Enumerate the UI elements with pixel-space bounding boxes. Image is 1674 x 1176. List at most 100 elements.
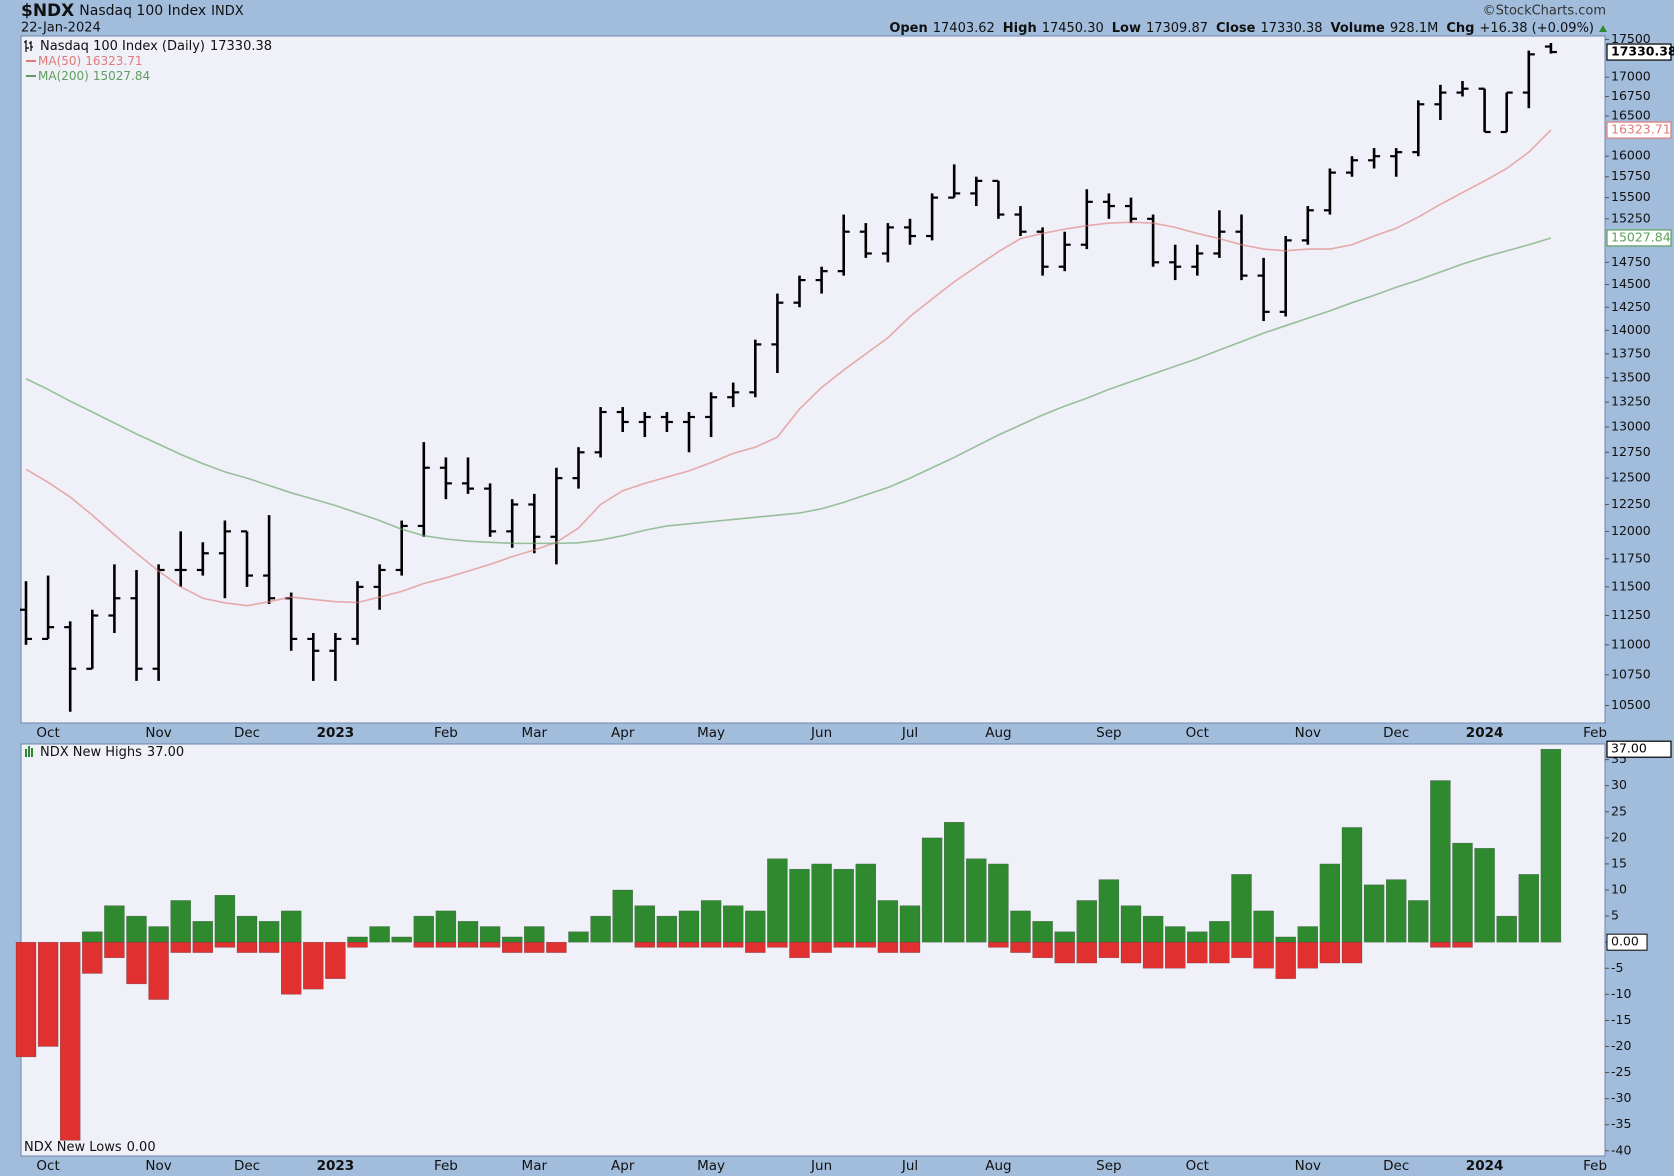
bar <box>479 926 501 943</box>
x-tick-label: Sep <box>1096 1158 1121 1174</box>
bar <box>1253 910 1274 943</box>
y-tick-label: 10750 <box>1611 666 1651 681</box>
bar <box>723 905 744 943</box>
high-label: High <box>1003 21 1037 36</box>
bar <box>325 941 346 979</box>
bar <box>1032 921 1053 943</box>
bar <box>148 926 169 943</box>
x-tick-label: Oct <box>36 1158 59 1174</box>
bar <box>1385 879 1407 943</box>
legend-value: 16323.71 <box>85 54 142 68</box>
x-tick-label: Aug <box>985 725 1011 741</box>
bar <box>281 941 302 995</box>
bar <box>1297 926 1319 943</box>
bar <box>789 941 810 959</box>
low-label: Low <box>1112 21 1141 36</box>
bar <box>1010 910 1031 943</box>
up-arrow <box>1599 25 1607 32</box>
y-tick-label: 13750 <box>1611 345 1651 360</box>
ma-current-box <box>1606 121 1672 139</box>
bar <box>1076 941 1098 964</box>
bar <box>1076 900 1098 943</box>
x-tick-label: 2023 <box>317 1158 355 1174</box>
x-tick-label: May <box>697 725 725 741</box>
bar <box>435 941 457 948</box>
moving-average <box>25 129 1552 607</box>
bar <box>1452 941 1473 948</box>
bar <box>502 941 523 953</box>
bar <box>1253 941 1274 969</box>
x-tick-label: Feb <box>434 1158 458 1174</box>
x-tick-label: 2023 <box>317 725 355 741</box>
close-value: 17330.38 <box>1260 21 1322 36</box>
legend-icon <box>25 746 33 757</box>
bar <box>413 915 434 943</box>
highs-current: 37.00 <box>1611 741 1647 756</box>
bar <box>303 941 324 990</box>
bar <box>1054 931 1075 943</box>
x-tick-label: Nov <box>145 1158 171 1174</box>
bar <box>612 889 633 943</box>
bar <box>1341 827 1363 943</box>
bar <box>944 822 965 943</box>
close-label: Close <box>1216 21 1256 36</box>
legend-title: Nasdaq 100 Index (Daily) <box>40 39 205 54</box>
bar <box>700 941 722 948</box>
bar <box>767 858 788 943</box>
x-tick-label: Oct <box>36 725 59 741</box>
y-tick-label: 15500 <box>1611 189 1651 204</box>
bar <box>723 941 744 948</box>
y-tick-label: -10 <box>1611 986 1631 1001</box>
y-tick-label: 12000 <box>1611 523 1651 538</box>
bar <box>1363 884 1385 943</box>
exchange: INDX <box>211 4 244 19</box>
x-tick-label: Feb <box>1583 1158 1607 1174</box>
ma-current-box <box>1606 229 1672 247</box>
index-name: Nasdaq 100 Index <box>79 3 206 19</box>
y-tick-label: 15750 <box>1611 168 1651 183</box>
bar <box>1010 941 1031 953</box>
ma-current: 15027.84 <box>1611 229 1671 244</box>
y-tick-label: -25 <box>1611 1064 1631 1079</box>
volume-label: Volume <box>1331 21 1386 36</box>
ma-legend: MA(200) 15027.84 <box>38 69 150 83</box>
x-tick-label: Apr <box>611 1158 635 1174</box>
x-tick-label: Apr <box>611 725 635 741</box>
bar <box>1275 941 1296 979</box>
bar <box>214 941 236 948</box>
bar <box>170 941 191 953</box>
bar <box>37 941 59 1047</box>
y-tick-label: 11500 <box>1611 578 1651 593</box>
bar <box>192 941 214 953</box>
open-label: Open <box>889 21 927 36</box>
x-tick-label: Dec <box>1383 1158 1409 1174</box>
bar <box>1098 941 1120 959</box>
bar <box>1142 915 1164 943</box>
bar <box>855 941 876 948</box>
bar <box>899 905 921 943</box>
legend-value: 0.00 <box>127 1140 156 1155</box>
bar <box>877 900 899 943</box>
bar <box>15 941 37 1058</box>
header-date: 22-Jan-2024 <box>21 21 101 36</box>
legend-value: 15027.84 <box>93 69 150 83</box>
y-tick-label: 20 <box>1611 829 1627 844</box>
bar <box>1142 941 1164 969</box>
high-value: 17450.30 <box>1042 21 1104 36</box>
bar <box>590 915 611 943</box>
bar <box>1032 941 1053 959</box>
bar <box>524 941 545 953</box>
x-tick-label: Feb <box>1583 725 1607 741</box>
x-tick-label: Jul <box>901 1158 918 1174</box>
bar <box>347 936 368 943</box>
bar <box>1187 941 1208 964</box>
legend-icon <box>24 40 33 52</box>
x-tick-label: Jul <box>901 725 918 741</box>
bar <box>1098 879 1120 943</box>
bar <box>1474 848 1495 943</box>
x-tick-label: Aug <box>985 1158 1011 1174</box>
bar <box>656 941 678 948</box>
y-tick-label: 16750 <box>1611 88 1651 103</box>
y-tick-label: 11000 <box>1611 636 1651 651</box>
